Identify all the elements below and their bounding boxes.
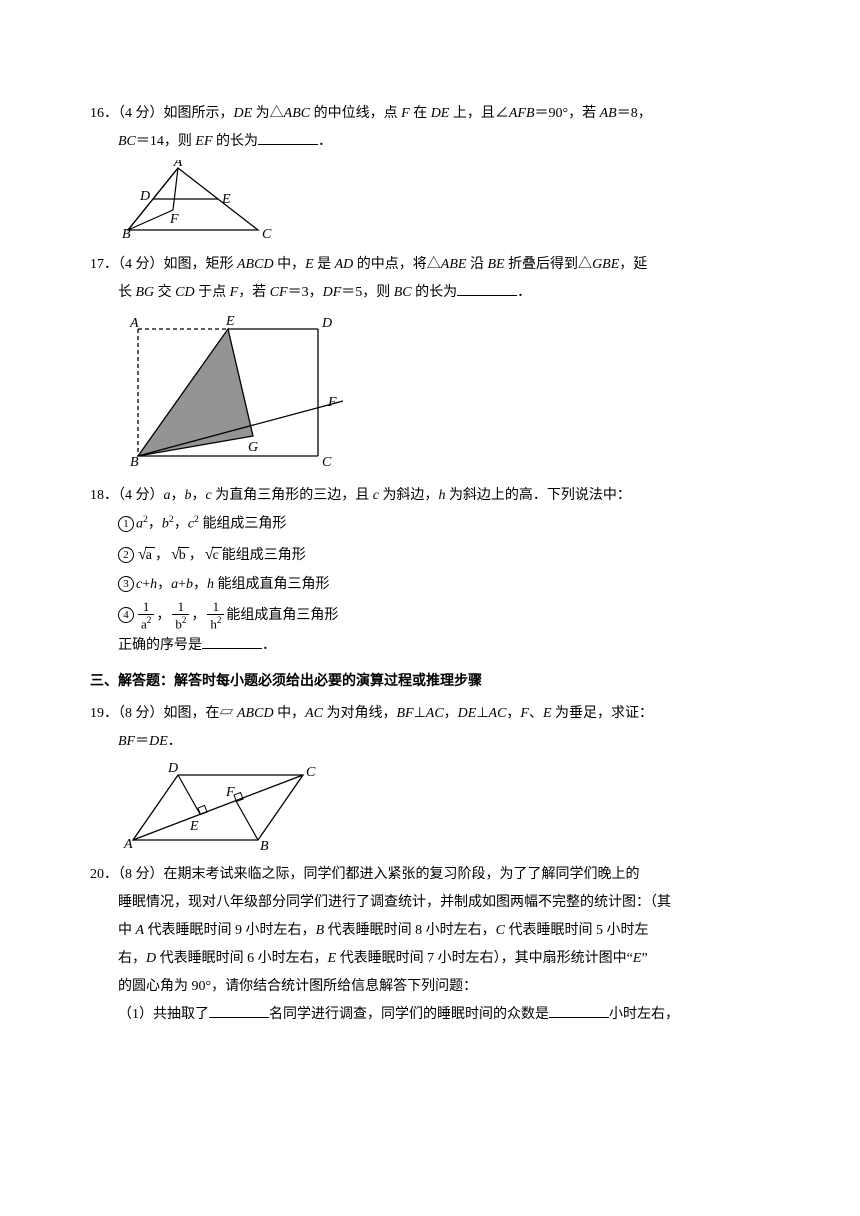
svg-text:F: F	[327, 395, 337, 410]
q16-blank[interactable]	[258, 129, 318, 145]
q16-line2: BC＝14，则 EF 的长为．	[90, 128, 770, 156]
svg-text:C: C	[322, 455, 332, 470]
svg-text:C: C	[306, 765, 316, 780]
question-16: 16．（4 分）如图所示，DE 为△ABC 的中位线，点 F 在 DE 上，且∠…	[90, 100, 770, 245]
q18-points: （4 分）	[118, 488, 164, 503]
svg-text:B: B	[122, 227, 131, 242]
svg-text:A: A	[173, 160, 183, 170]
svg-text:G: G	[248, 440, 258, 455]
question-17: 17．（4 分）如图，矩形 ABCD 中，E 是 AD 的中点，将△ABE 沿 …	[90, 251, 770, 476]
q18-opt1: 1a2，b2，c2 能组成三角形	[90, 510, 770, 539]
question-20: 20．（8 分）在期末考试来临之际，同学们都进入紧张的复习阶段，为了了解同学们晚…	[90, 861, 770, 1029]
q17-points: （4 分）	[118, 257, 164, 272]
svg-text:E: E	[189, 819, 199, 834]
q18-number: 18．	[90, 488, 118, 503]
q20-points: （8 分）	[118, 867, 164, 882]
q20-blank-2[interactable]	[549, 1002, 609, 1018]
q16-points: （4 分）	[118, 106, 164, 121]
svg-text:E: E	[221, 192, 231, 207]
q18-answer-line: 正确的序号是．	[90, 632, 770, 660]
q19-points: （8 分）	[118, 706, 164, 721]
q20-sub1: （1）共抽取了名同学进行调查，同学们的睡眠时间的众数是小时左右，	[90, 1001, 770, 1029]
question-19: 19．（8 分）如图，在▱ ABCD 中，AC 为对角线，BF⊥AC，DE⊥AC…	[90, 700, 770, 855]
q20-number: 20．	[90, 867, 118, 882]
q17-line2: 长 BG 交 CD 于点 F，若 CF＝3，DF＝5，则 BC 的长为．	[90, 279, 770, 307]
svg-text:D: D	[167, 761, 178, 776]
q18-blank[interactable]	[202, 633, 262, 649]
svg-text:B: B	[130, 455, 139, 470]
q17-number: 17．	[90, 257, 118, 272]
svg-text:B: B	[260, 839, 269, 854]
q17-blank[interactable]	[457, 280, 517, 296]
svg-text:E: E	[225, 314, 235, 329]
q18-opt3: 3c+h，a+b，h 能组成直角三角形	[90, 571, 770, 599]
q19-figure: A B C D E F	[118, 760, 770, 855]
q20-blank-1[interactable]	[209, 1002, 269, 1018]
svg-text:F: F	[169, 212, 179, 227]
question-18: 18．（4 分）a，b，c 为直角三角形的三边，且 c 为斜边，h 为斜边上的高…	[90, 482, 770, 660]
svg-text:C: C	[262, 227, 272, 242]
q18-opt4: 41a2，1b2，1h2能组成直角三角形	[90, 599, 770, 633]
q16-number: 16．	[90, 106, 118, 121]
svg-text:D: D	[139, 189, 150, 204]
svg-text:A: A	[129, 316, 139, 331]
svg-text:D: D	[321, 316, 332, 331]
section-3-heading: 三、解答题：解答时每小题必须给出必要的演算过程或推理步骤	[90, 668, 770, 696]
q18-opt2: 2a，b，c能组成三角形	[90, 539, 770, 571]
svg-text:A: A	[123, 837, 133, 852]
q17-figure: A B C D E F G	[118, 311, 770, 476]
svg-text:F: F	[225, 785, 235, 800]
q16-figure: A B C D E F	[118, 160, 770, 245]
q19-line2: BF＝DE．	[90, 728, 770, 756]
q19-number: 19．	[90, 706, 118, 721]
